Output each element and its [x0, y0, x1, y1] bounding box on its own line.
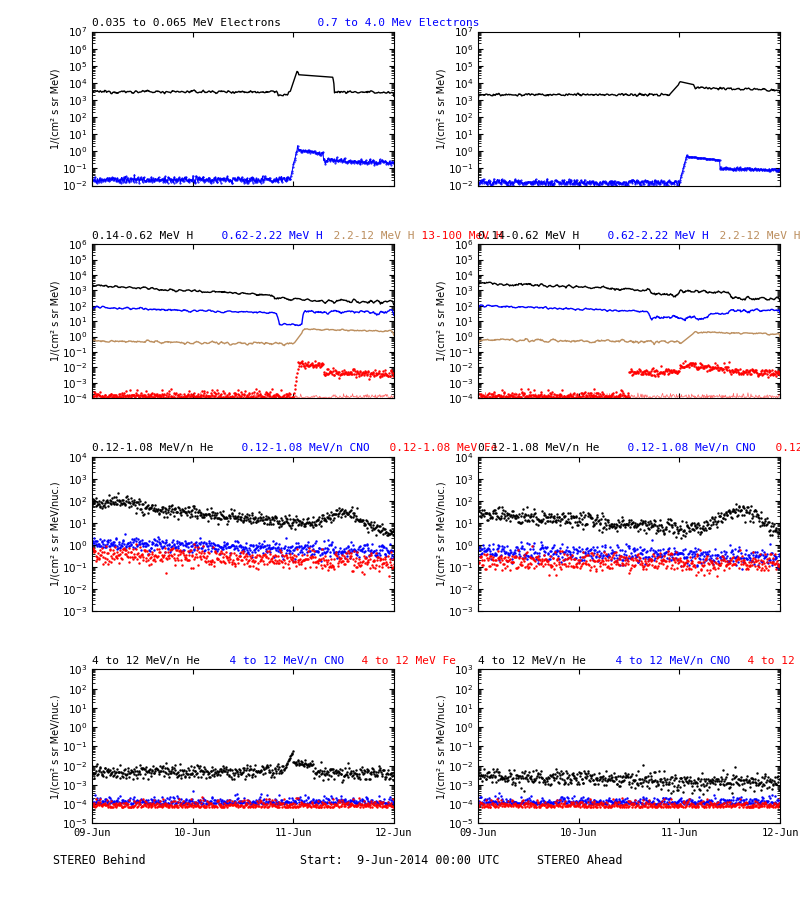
Text: STEREO Ahead: STEREO Ahead: [537, 854, 622, 867]
Text: 0.12-1.08 MeV Fe: 0.12-1.08 MeV Fe: [762, 443, 800, 454]
Y-axis label: 1/(cm² s sr MeV/nuc.): 1/(cm² s sr MeV/nuc.): [437, 694, 446, 799]
Text: 4 to 12 MeV Fe: 4 to 12 MeV Fe: [348, 656, 456, 666]
Text: 0.62-2.22 MeV H: 0.62-2.22 MeV H: [594, 230, 709, 240]
Text: 13-100 MeV H: 13-100 MeV H: [408, 230, 502, 240]
Text: 4 to 12 MeV/n He: 4 to 12 MeV/n He: [478, 656, 586, 666]
Text: 0.12-1.08 MeV/n He: 0.12-1.08 MeV/n He: [92, 443, 214, 454]
Text: 0.12-1.08 MeV/n CNO: 0.12-1.08 MeV/n CNO: [228, 443, 370, 454]
Text: 2.2-12 MeV H: 2.2-12 MeV H: [320, 230, 414, 240]
Y-axis label: 1/(cm² s sr MeV/nuc.): 1/(cm² s sr MeV/nuc.): [437, 482, 446, 586]
Text: 0.12-1.08 MeV/n CNO: 0.12-1.08 MeV/n CNO: [614, 443, 756, 454]
Text: 4 to 12 MeV/n He: 4 to 12 MeV/n He: [92, 656, 200, 666]
Text: Start:  9-Jun-2014 00:00 UTC: Start: 9-Jun-2014 00:00 UTC: [300, 854, 500, 867]
Y-axis label: 1/(cm² s sr MeV): 1/(cm² s sr MeV): [437, 68, 446, 148]
Text: 0.12-1.08 MeV Fe: 0.12-1.08 MeV Fe: [376, 443, 498, 454]
Y-axis label: 1/(cm² s sr MeV/nuc.): 1/(cm² s sr MeV/nuc.): [50, 482, 60, 586]
Text: 0.035 to 0.065 MeV Electrons: 0.035 to 0.065 MeV Electrons: [92, 18, 281, 28]
Y-axis label: 1/(cm² s sr MeV): 1/(cm² s sr MeV): [437, 281, 446, 362]
Text: 4 to 12 MeV Fe: 4 to 12 MeV Fe: [734, 656, 800, 666]
Text: 2.2-12 MeV H: 2.2-12 MeV H: [706, 230, 800, 240]
Text: 0.12-1.08 MeV/n He: 0.12-1.08 MeV/n He: [478, 443, 600, 454]
Text: 0.62-2.22 MeV H: 0.62-2.22 MeV H: [208, 230, 322, 240]
Y-axis label: 1/(cm² s sr MeV): 1/(cm² s sr MeV): [50, 68, 60, 148]
Text: 13-100 MeV H: 13-100 MeV H: [794, 230, 800, 240]
Text: STEREO Behind: STEREO Behind: [54, 854, 146, 867]
Text: 4 to 12 MeV/n CNO: 4 to 12 MeV/n CNO: [216, 656, 344, 666]
Y-axis label: 1/(cm² s sr MeV): 1/(cm² s sr MeV): [50, 281, 60, 362]
Text: 0.14-0.62 MeV H: 0.14-0.62 MeV H: [478, 230, 579, 240]
Text: 0.7 to 4.0 Mev Electrons: 0.7 to 4.0 Mev Electrons: [304, 18, 479, 28]
Text: 4 to 12 MeV/n CNO: 4 to 12 MeV/n CNO: [602, 656, 730, 666]
Y-axis label: 1/(cm² s sr MeV/nuc.): 1/(cm² s sr MeV/nuc.): [50, 694, 60, 799]
Text: 0.14-0.62 MeV H: 0.14-0.62 MeV H: [92, 230, 194, 240]
